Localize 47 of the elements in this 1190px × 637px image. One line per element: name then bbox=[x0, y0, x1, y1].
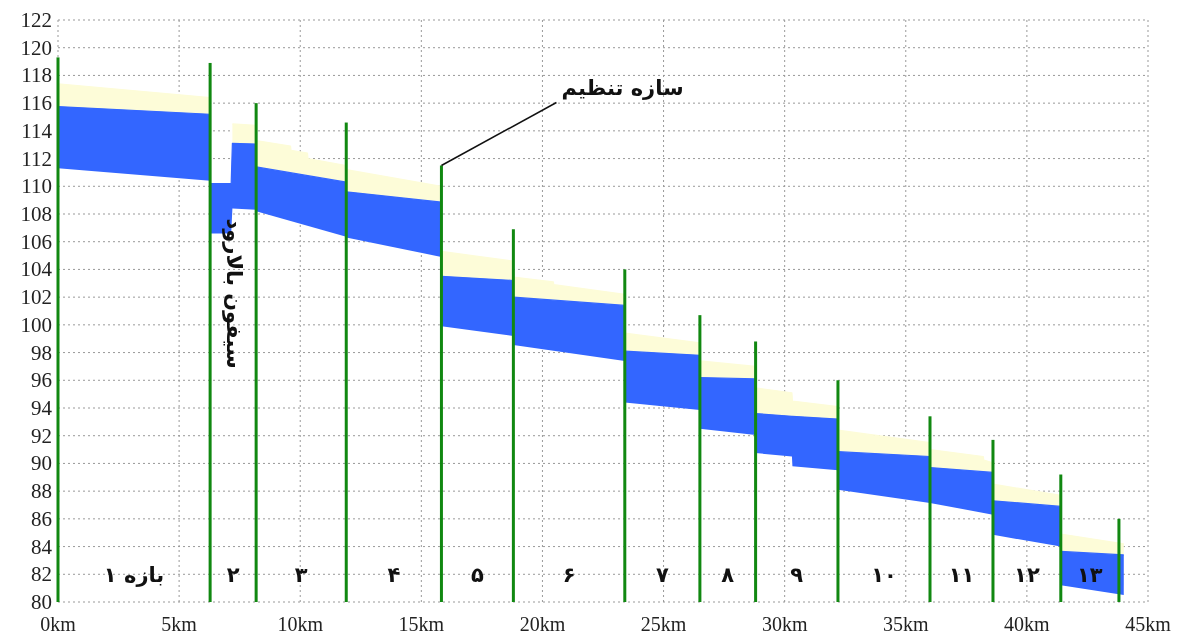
y-tick-label: 120 bbox=[20, 35, 52, 60]
x-tick-label: 45km bbox=[1125, 613, 1172, 635]
annotation: ۹ bbox=[790, 563, 804, 587]
x-tick-label: 15km bbox=[398, 613, 445, 635]
y-tick-label: 104 bbox=[20, 257, 53, 282]
x-tick-label: 10km bbox=[277, 613, 324, 635]
y-tick-label: 80 bbox=[31, 590, 52, 614]
y-tick-label: 122 bbox=[20, 8, 52, 32]
y-tick-label: 112 bbox=[21, 146, 52, 171]
y-tick-label: 86 bbox=[31, 506, 52, 531]
y-tick-label: 82 bbox=[31, 562, 52, 587]
y-tick-label: 114 bbox=[21, 118, 53, 143]
annotation: ۴ bbox=[387, 563, 401, 587]
annotation: بازه ۱ bbox=[103, 563, 165, 587]
y-tick-label: 84 bbox=[31, 534, 53, 559]
annotation: ۶ bbox=[562, 563, 576, 587]
y-tick-label: 96 bbox=[31, 368, 52, 393]
y-tick-label: 108 bbox=[20, 202, 52, 226]
x-tick-label: 25km bbox=[640, 613, 687, 635]
annotation: ۱۳ bbox=[1077, 563, 1103, 587]
y-tick-label: 100 bbox=[20, 312, 52, 337]
x-tick-label: 20km bbox=[519, 613, 566, 635]
x-tick-label: 30km bbox=[761, 613, 808, 635]
annotation: ۱۲ bbox=[1014, 563, 1040, 587]
annotation: سیفون بالارود bbox=[222, 218, 247, 369]
annotation: ۲ bbox=[226, 563, 240, 587]
x-tick-label: 0km bbox=[40, 613, 77, 635]
annotation: ۱۰ bbox=[871, 563, 897, 587]
annotation: ۱۱ bbox=[948, 563, 975, 587]
annotation: ۷ bbox=[655, 563, 669, 587]
y-tick-label: 94 bbox=[31, 396, 53, 420]
y-tick-label: 106 bbox=[20, 229, 52, 254]
y-tick-label: 90 bbox=[31, 451, 52, 476]
x-tick-label: 40km bbox=[1004, 613, 1051, 635]
annotation: سازه تنظیم bbox=[561, 75, 684, 100]
y-tick-label: 116 bbox=[21, 91, 52, 116]
y-tick-label: 92 bbox=[31, 423, 52, 448]
x-tick-label: 35km bbox=[883, 613, 929, 635]
annotation: ۳ bbox=[294, 563, 308, 587]
y-tick-label: 88 bbox=[31, 479, 52, 504]
y-tick-label: 102 bbox=[20, 285, 52, 310]
y-tick-label: 110 bbox=[21, 174, 52, 199]
y-tick-label: 118 bbox=[21, 63, 52, 88]
y-tick-label: 98 bbox=[31, 340, 52, 365]
annotation: ۸ bbox=[721, 563, 735, 587]
x-tick-label: 5km bbox=[161, 613, 198, 635]
annotation: ۵ bbox=[470, 563, 484, 587]
